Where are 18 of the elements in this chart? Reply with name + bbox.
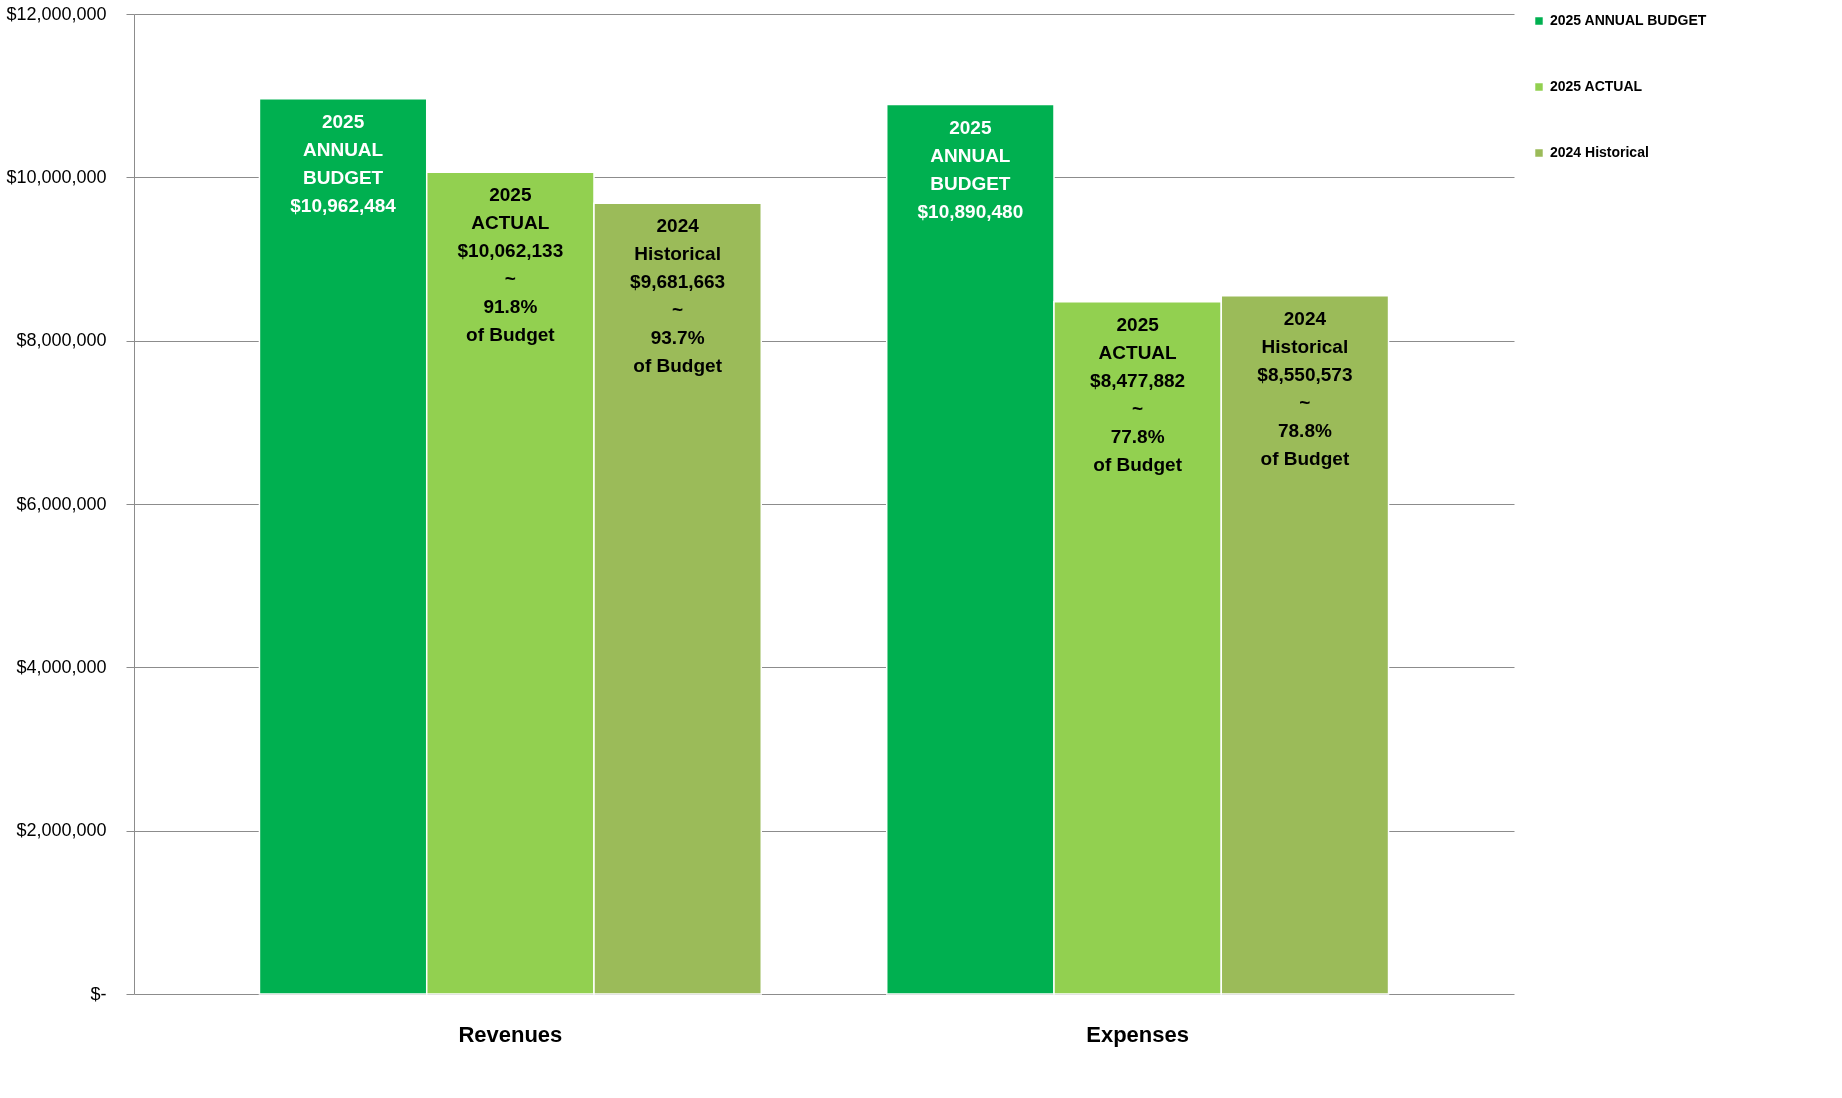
legend-label: 2025 ANNUAL BUDGET: [1550, 12, 1707, 28]
data-label: 2024 Historical $9,681,663 ~ 93.7% of Budget: [630, 215, 726, 377]
data-label: 2025 ANNUAL BUDGET $10,962,484: [290, 110, 397, 216]
y-tick-label: $8,000,000: [16, 330, 107, 351]
data-label: 2025 ANNUAL BUDGET $10,890,480: [917, 116, 1024, 222]
y-tick-label: $-: [90, 983, 107, 1004]
legend-label: 2024 Historical: [1550, 144, 1649, 160]
y-tick-label: $6,000,000: [16, 493, 107, 514]
y-tick-label: $2,000,000: [16, 820, 107, 841]
y-tick-label: $10,000,000: [6, 166, 107, 187]
x-tick-label: Revenues: [458, 1021, 563, 1047]
x-tick-label: Expenses: [1086, 1021, 1189, 1047]
data-label: 2025 ACTUAL $8,477,882 ~ 77.8% of Budget: [1090, 313, 1186, 475]
legend-label: 2025 ACTUAL: [1550, 78, 1643, 94]
y-tick-label: $12,000,000: [6, 3, 107, 24]
y-tick-label: $4,000,000: [16, 656, 107, 677]
data-label: 2024 Historical $8,550,573 ~ 78.8% of Budget: [1257, 307, 1353, 469]
data-label: 2025 ACTUAL $10,062,133 ~ 91.8% of Budget: [457, 184, 564, 346]
